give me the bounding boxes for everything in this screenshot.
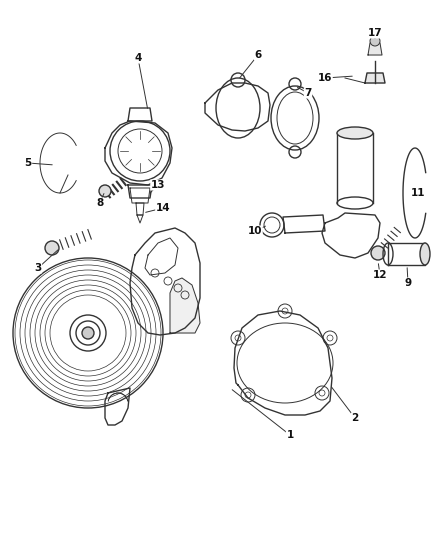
Polygon shape [365,73,385,83]
Circle shape [99,185,111,197]
Polygon shape [128,185,152,198]
Polygon shape [170,278,200,333]
Circle shape [370,36,380,46]
Text: 12: 12 [373,270,387,280]
Polygon shape [145,238,178,275]
Circle shape [371,246,385,260]
Text: 16: 16 [318,73,332,83]
Text: 7: 7 [304,88,312,98]
Polygon shape [105,121,172,185]
Polygon shape [205,83,270,131]
Polygon shape [130,188,150,203]
Text: 5: 5 [25,158,32,168]
Polygon shape [105,388,130,425]
Ellipse shape [337,127,373,139]
Ellipse shape [420,243,430,265]
Text: 17: 17 [367,28,382,38]
Polygon shape [130,228,200,335]
Polygon shape [136,203,144,215]
Polygon shape [368,43,382,55]
Text: 11: 11 [411,188,425,198]
Polygon shape [322,213,380,258]
Text: 2: 2 [351,413,359,423]
Text: 1: 1 [286,430,293,440]
Polygon shape [283,215,325,233]
Text: 6: 6 [254,50,261,60]
Text: 3: 3 [34,263,42,273]
Circle shape [45,241,59,255]
Polygon shape [128,108,152,121]
Text: 9: 9 [404,278,412,288]
Text: 13: 13 [151,180,165,190]
Text: 8: 8 [96,198,104,208]
Text: 14: 14 [155,203,170,213]
Polygon shape [234,311,332,415]
Text: 10: 10 [248,226,262,236]
Polygon shape [137,215,143,223]
Text: 4: 4 [134,53,141,63]
Circle shape [82,327,94,339]
Polygon shape [388,243,425,265]
